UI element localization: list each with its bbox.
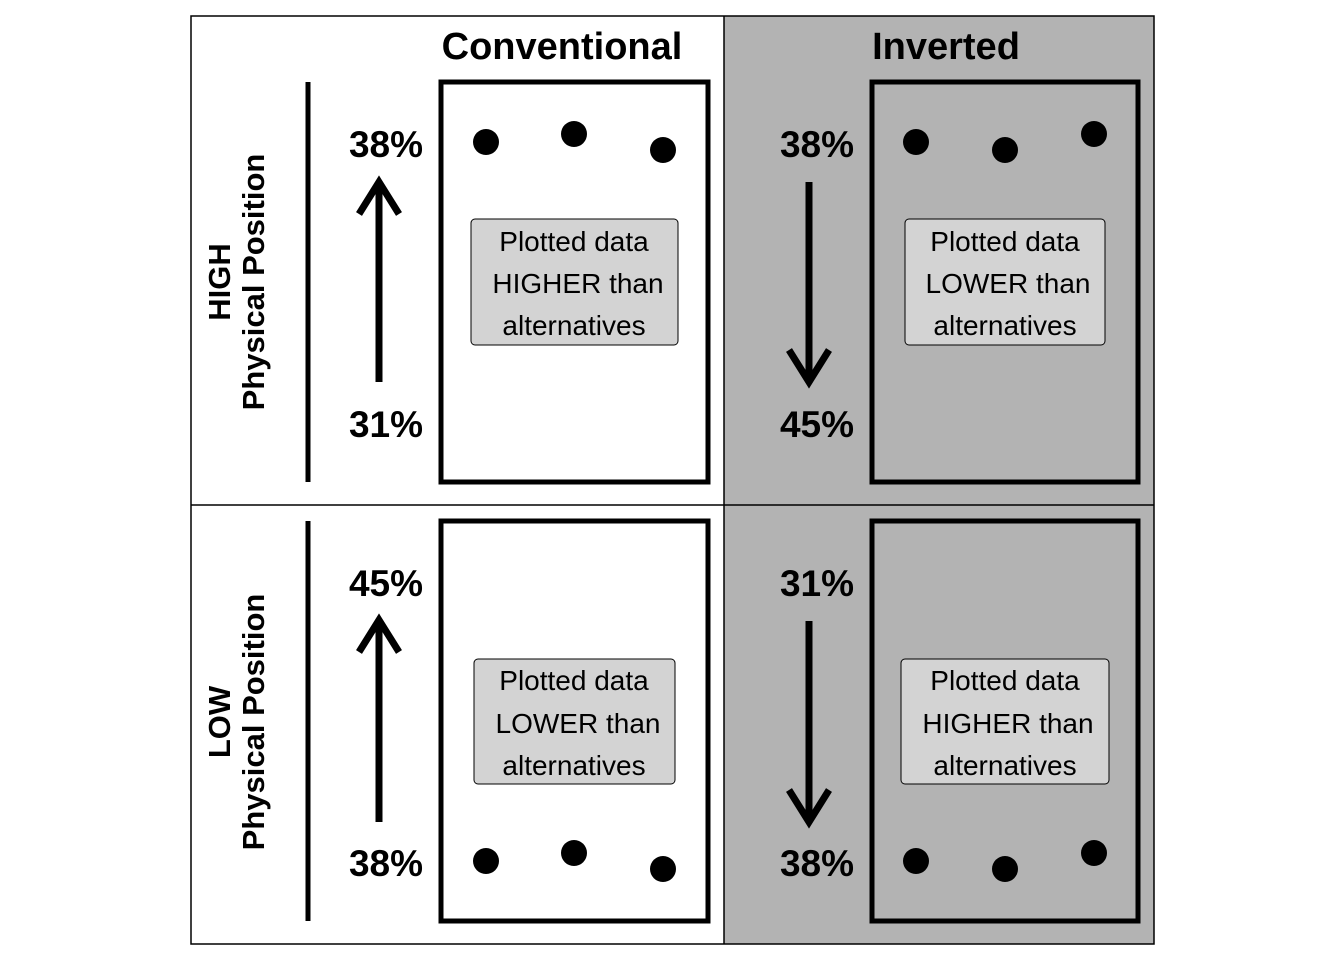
row-title-low: LOW Physical Position <box>202 594 271 851</box>
row-title-high-line2: Physical Position <box>236 154 271 411</box>
axis-top-value: 31% <box>780 563 854 604</box>
label-line-1: Plotted data <box>499 665 649 696</box>
panel-low-conventional: 45% 38% Plotted data LOWER than alternat… <box>349 518 711 924</box>
data-point <box>561 840 587 866</box>
axis-top-value: 38% <box>349 124 423 165</box>
label-line-2: HIGHER than <box>922 708 1093 739</box>
row-title-low-line2: Physical Position <box>236 594 271 851</box>
label-line-1: Plotted data <box>930 665 1080 696</box>
label-line-2: LOWER than <box>496 708 661 739</box>
data-point <box>1081 121 1107 147</box>
axis-top-value: 38% <box>780 124 854 165</box>
data-point <box>992 856 1018 882</box>
arrow-up-icon <box>356 175 402 382</box>
arrow-down-icon <box>786 182 832 389</box>
label-box <box>904 218 1106 346</box>
axis-bottom-value: 38% <box>780 843 854 884</box>
label-line-3: alternatives <box>502 310 645 341</box>
row-title-high: HIGH Physical Position <box>202 154 271 411</box>
data-point <box>992 137 1018 163</box>
axis-bottom-value: 45% <box>780 404 854 445</box>
row-title-high-line1: HIGH <box>202 243 237 321</box>
label-box <box>900 658 1110 785</box>
axis-top-value: 45% <box>349 563 423 604</box>
column-title-inverted: Inverted <box>872 26 1020 68</box>
label-line-3: alternatives <box>933 310 1076 341</box>
label-line-1: Plotted data <box>499 226 649 257</box>
panel-high-inverted: 38% 45% Plotted data LOWER than alternat… <box>780 79 1141 485</box>
data-point <box>650 856 676 882</box>
label-line-2: LOWER than <box>926 268 1091 299</box>
label-line-1: Plotted data <box>930 226 1080 257</box>
data-point <box>473 129 499 155</box>
data-point <box>1081 840 1107 866</box>
arrow-down-icon <box>786 621 832 829</box>
label-line-2: HIGHER than <box>492 268 663 299</box>
column-title-conventional: Conventional <box>442 26 683 68</box>
data-point <box>903 848 929 874</box>
data-point <box>650 137 676 163</box>
axis-bottom-value: 31% <box>349 404 423 445</box>
axis-bottom-value: 38% <box>349 843 423 884</box>
label-box <box>473 658 676 785</box>
data-point <box>473 848 499 874</box>
panel-high-conventional: 38% 31% Plotted data HIGHER than alterna… <box>349 79 711 485</box>
label-box <box>470 218 679 346</box>
data-point <box>903 129 929 155</box>
label-line-3: alternatives <box>933 750 1076 781</box>
data-point <box>561 121 587 147</box>
outer-border <box>190 15 1155 945</box>
row-title-low-line1: LOW <box>202 685 237 758</box>
panel-low-inverted: 31% 38% Plotted data HIGHER than alterna… <box>780 518 1141 924</box>
label-line-3: alternatives <box>502 750 645 781</box>
arrow-up-icon <box>356 613 402 822</box>
